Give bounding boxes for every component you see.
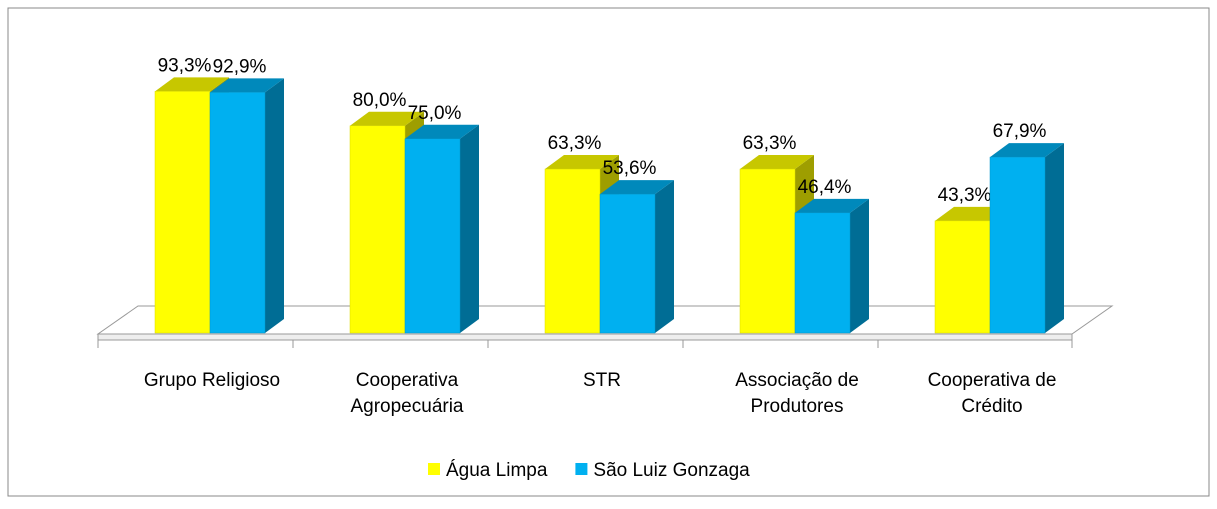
bar xyxy=(599,193,656,334)
x-tick-label: STR xyxy=(583,370,621,391)
value-label: 43,3% xyxy=(938,185,992,206)
value-label: 75,0% xyxy=(408,103,462,124)
legend-swatch xyxy=(428,463,440,475)
bar xyxy=(349,125,406,334)
bar-side xyxy=(460,124,479,333)
bar xyxy=(739,168,796,334)
value-label: 63,3% xyxy=(743,133,797,154)
x-tick-label: Cooperativa Agropecuária xyxy=(350,370,463,417)
legend-label: Água Limpa xyxy=(446,460,548,481)
bar xyxy=(404,138,461,334)
bar-top xyxy=(990,143,1064,158)
legend-label: São Luiz Gonzaga xyxy=(593,460,750,481)
bar-top xyxy=(405,124,479,139)
bar-side xyxy=(265,78,284,333)
axis-ticks xyxy=(97,340,1073,348)
value-label: 92,9% xyxy=(213,56,267,77)
bar xyxy=(154,91,211,334)
bar-top xyxy=(795,198,869,213)
bar xyxy=(934,220,991,334)
bar-top xyxy=(210,78,284,93)
bar-side xyxy=(1045,143,1064,333)
value-label: 63,3% xyxy=(548,133,602,154)
value-label: 53,6% xyxy=(603,158,657,179)
bar-side xyxy=(655,180,674,333)
value-label: 80,0% xyxy=(353,90,407,111)
bar-top xyxy=(350,111,424,126)
legend-swatch xyxy=(575,463,588,475)
bar-top xyxy=(740,155,814,170)
x-tick-label: Cooperativa de Crédito xyxy=(928,370,1057,417)
x-tick-label: Associação de Produtores xyxy=(735,370,859,417)
bar xyxy=(209,92,266,334)
bar xyxy=(989,156,1046,334)
bar-top xyxy=(600,180,674,195)
bar-top xyxy=(545,155,619,170)
value-label: 67,9% xyxy=(993,121,1047,142)
x-tick-label: Grupo Religioso xyxy=(144,370,280,391)
value-label: 93,3% xyxy=(158,55,212,76)
bar xyxy=(794,212,851,334)
value-label: 46,4% xyxy=(798,177,852,198)
floor-edge xyxy=(97,333,1073,341)
bar-side xyxy=(850,198,869,333)
bar-top xyxy=(155,77,229,92)
bar xyxy=(544,168,601,334)
